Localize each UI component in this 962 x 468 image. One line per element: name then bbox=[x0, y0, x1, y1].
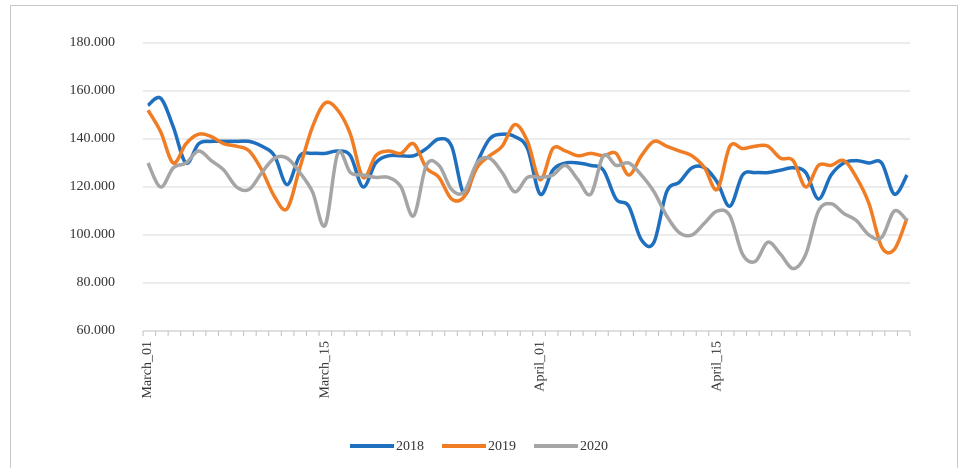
y-tick-label: 80.000 bbox=[77, 275, 116, 290]
y-tick-label: 140.000 bbox=[70, 131, 116, 146]
x-tick-label: April_01 bbox=[532, 341, 547, 392]
y-tick-label: 120.000 bbox=[70, 179, 116, 194]
series-line bbox=[146, 100, 909, 255]
legend-label: 2020 bbox=[580, 439, 608, 454]
series-line bbox=[146, 149, 909, 271]
series-line bbox=[146, 95, 909, 249]
x-tick-label: April_15 bbox=[709, 341, 724, 392]
legend-label: 2019 bbox=[488, 439, 516, 454]
x-tick-label: March_15 bbox=[317, 341, 332, 399]
y-tick-label: 180.000 bbox=[70, 35, 116, 50]
y-tick-label: 60.000 bbox=[77, 323, 116, 338]
legend-label: 2018 bbox=[396, 439, 424, 454]
chart-frame bbox=[10, 5, 958, 468]
y-tick-label: 160.000 bbox=[70, 83, 116, 98]
y-tick-label: 100.000 bbox=[70, 227, 116, 242]
x-tick-label: March_01 bbox=[140, 341, 155, 399]
